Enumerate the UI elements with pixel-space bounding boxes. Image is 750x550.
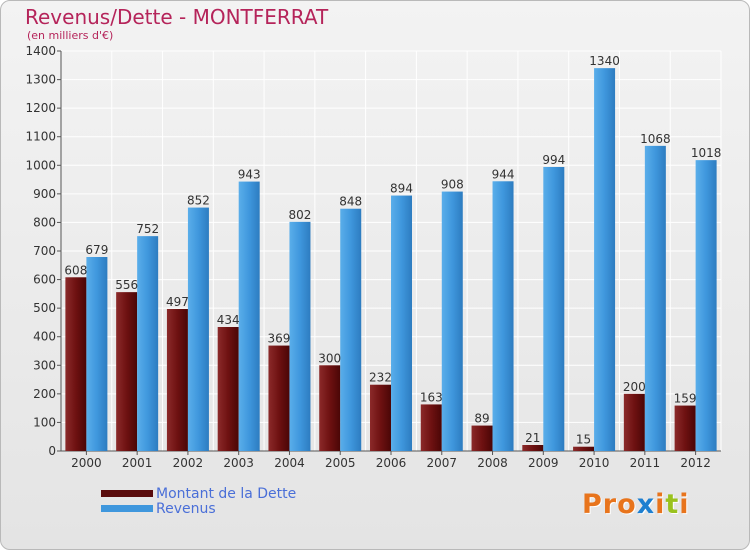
bar-debt-2003 [217, 327, 239, 451]
bar-debt-2011 [623, 393, 645, 451]
data-label-debt: 300 [318, 351, 341, 365]
data-label-debt: 21 [525, 431, 540, 445]
y-tick-label: 100 [33, 415, 56, 429]
bar-debt-2000 [65, 277, 87, 451]
data-label-debt: 159 [674, 392, 697, 406]
logo-letter: P [582, 489, 603, 520]
bar-revenue-2010 [594, 68, 616, 452]
x-tick-label: 2005 [325, 456, 356, 470]
data-label-revenue: 944 [492, 167, 515, 181]
bar-debt-2012 [674, 405, 696, 451]
logo-letter: t [665, 489, 680, 520]
bar-debt-2004 [268, 345, 290, 451]
data-label-debt: 15 [576, 433, 591, 447]
labels-layer: 608 679 556 752 497 852 434 943 369 802 300 848 232 8… [64, 54, 721, 447]
logo-letter: i [679, 489, 690, 520]
x-tick-label: 2012 [680, 456, 711, 470]
bar-revenue-2000 [86, 257, 108, 451]
y-tick-label: 1400 [25, 44, 56, 58]
data-label-revenue: 908 [441, 178, 464, 192]
y-tick-label: 400 [33, 330, 56, 344]
bar-debt-2009 [522, 445, 544, 451]
x-tick-label: 2001 [122, 456, 153, 470]
data-label-revenue: 752 [136, 222, 159, 236]
data-label-revenue: 802 [289, 208, 312, 222]
y-tick-label: 700 [33, 244, 56, 258]
bar-revenue-2004 [289, 221, 311, 451]
logo-letter: i [655, 489, 666, 520]
x-tick-label: 2004 [274, 456, 305, 470]
bar-revenue-2005 [340, 208, 362, 451]
y-tick-label: 200 [33, 387, 56, 401]
data-label-debt: 434 [217, 313, 240, 327]
x-tick-label: 2002 [173, 456, 204, 470]
legend-swatch-debt [101, 490, 153, 497]
bar-debt-2007 [420, 404, 442, 451]
y-tick-label: 1200 [25, 101, 56, 115]
data-label-debt: 556 [115, 278, 138, 292]
data-label-debt: 89 [474, 412, 489, 426]
x-tick-label: 2003 [223, 456, 254, 470]
data-label-revenue: 894 [390, 182, 413, 196]
y-tick-label: 0 [48, 444, 56, 458]
y-tick-label: 1100 [25, 130, 56, 144]
bar-debt-2005 [319, 365, 341, 451]
bar-revenue-2008 [492, 181, 514, 452]
bar-debt-2006 [370, 384, 391, 451]
bar-revenue-2006 [391, 195, 412, 451]
data-label-revenue: 1018 [691, 146, 722, 160]
bar-revenue-2009 [543, 167, 565, 451]
chart-subtitle: (en milliers d'€) [27, 29, 114, 42]
y-tick-label: 1000 [25, 158, 56, 172]
bar-revenue-2012 [695, 160, 717, 451]
x-tick-label: 2007 [426, 456, 457, 470]
data-label-debt: 163 [420, 390, 443, 404]
bar-revenue-2002 [187, 207, 209, 451]
data-label-revenue: 943 [238, 168, 261, 182]
bar-revenue-2001 [137, 236, 159, 451]
logo-letter: x [636, 489, 656, 520]
data-label-debt: 608 [64, 263, 87, 277]
data-label-revenue: 1340 [589, 54, 620, 68]
y-tick-label: 800 [33, 215, 56, 229]
logo-letter: o [617, 489, 637, 520]
proxiti-logo: Proxiti [582, 489, 690, 520]
x-tick-label: 2011 [630, 456, 661, 470]
bar-revenue-2003 [238, 181, 260, 452]
y-tick-label: 500 [33, 301, 56, 315]
logo-letter: r [602, 489, 618, 520]
data-label-revenue: 1068 [640, 132, 671, 146]
x-tick-label: 2010 [579, 456, 610, 470]
bar-debt-2002 [166, 309, 188, 451]
bar-debt-2010 [573, 446, 595, 451]
data-label-debt: 200 [623, 380, 646, 394]
y-tick-label: 300 [33, 358, 56, 372]
data-label-debt: 232 [369, 371, 392, 385]
y-tick-label: 600 [33, 273, 56, 287]
bar-debt-2008 [471, 425, 493, 451]
chart-title: Revenus/Dette - MONTFERRAT [25, 5, 329, 29]
axis-layer: 0 100 200 300 400 500 600 700 800 900 1000 1100 1200… [25, 44, 721, 470]
data-label-debt: 497 [166, 295, 189, 309]
data-label-debt: 369 [268, 332, 291, 346]
legend-label-revenue: Revenus [156, 501, 216, 517]
bar-debt-2001 [116, 292, 138, 451]
data-label-revenue: 994 [542, 153, 565, 167]
x-tick-label: 2008 [477, 456, 508, 470]
legend-label-debt: Montant de la Dette [156, 486, 297, 502]
data-label-revenue: 852 [187, 194, 210, 208]
y-tick-label: 1300 [25, 73, 56, 87]
data-label-revenue: 679 [85, 243, 108, 257]
legend-swatch-revenue [101, 505, 153, 512]
y-tick-label: 900 [33, 187, 56, 201]
data-label-revenue: 848 [339, 195, 362, 209]
bar-revenue-2007 [441, 191, 463, 452]
x-tick-label: 2009 [528, 456, 559, 470]
x-tick-label: 2006 [376, 456, 407, 470]
bars-layer [65, 68, 717, 452]
bar-revenue-2011 [644, 145, 666, 451]
x-tick-label: 2000 [71, 456, 102, 470]
